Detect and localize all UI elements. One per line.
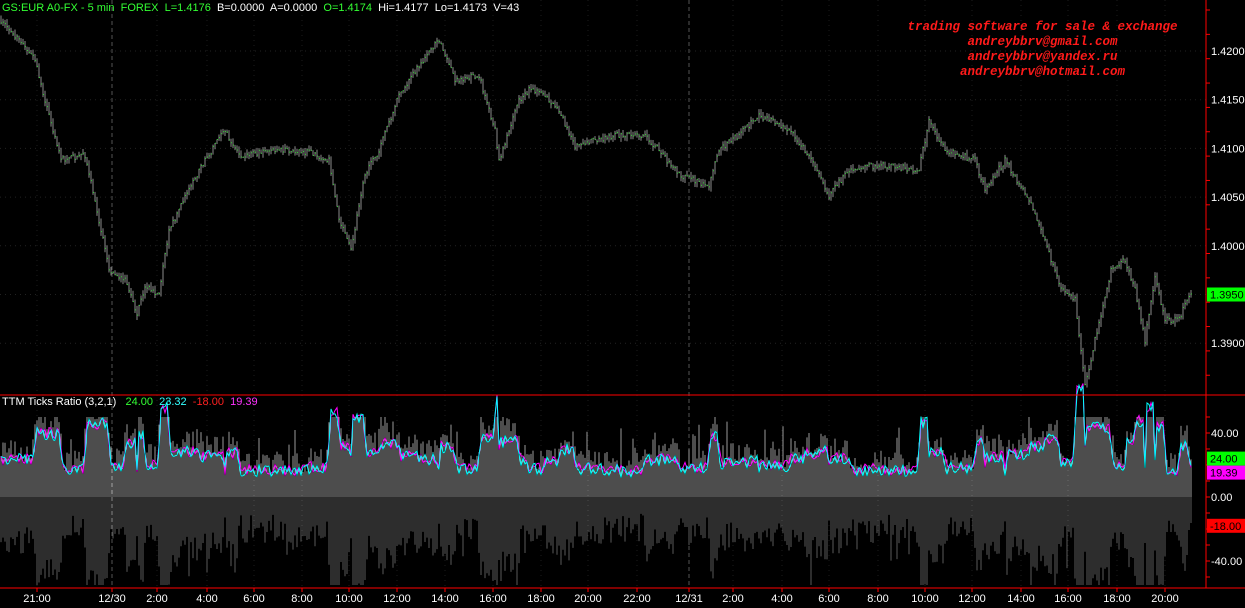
open: O=1.4174 xyxy=(323,2,373,14)
x-tick-label: 12:00 xyxy=(383,593,411,605)
low: Lo=1.4173 xyxy=(434,2,488,14)
indicator-value-badge-label: 19.39 xyxy=(1210,468,1238,480)
x-tick-label: 4:00 xyxy=(196,593,217,605)
chart-header: GS:EUR A0-FX - 5 min FOREX L=1.4176 B=0.… xyxy=(2,2,519,14)
indicator-legend: TTM Ticks Ratio (3,2,1) 24.00 23.32 -18.… xyxy=(2,396,258,408)
y-tick-label: 1.3900 xyxy=(1211,338,1245,350)
x-tick-label: 2:00 xyxy=(146,593,167,605)
last-price-label: 1.3950 xyxy=(1210,290,1244,302)
last-price-badge xyxy=(1207,287,1245,302)
watermark-line: andreybbrv@gmail.com xyxy=(967,35,1118,49)
watermark-line: trading software for sale & exchange xyxy=(907,20,1178,34)
y-tick-label: 1.4150 xyxy=(1211,95,1245,107)
indicator-y-tick-label: 40.00 xyxy=(1211,428,1239,440)
price-bars xyxy=(0,15,1192,388)
indicator-value-2: 23.32 xyxy=(159,396,187,408)
x-tick-label: 6:00 xyxy=(243,593,264,605)
watermark-line: andreybbrv@hotmail.com xyxy=(959,65,1126,79)
indicator-value-badge-label: -18.00 xyxy=(1210,521,1241,533)
volume: V=43 xyxy=(493,2,520,14)
x-tick-label: 12:00 xyxy=(958,593,986,605)
high: Hi=1.4177 xyxy=(378,2,429,14)
bid: B=0.0000 xyxy=(216,2,265,14)
grid xyxy=(0,0,1206,588)
indicator-value-badge xyxy=(1207,465,1245,480)
last: L=1.4176 xyxy=(164,2,211,14)
indicator-y-tick-label: -40.00 xyxy=(1211,556,1242,568)
indicator-value-badge xyxy=(1207,518,1245,533)
indicator-lines xyxy=(0,383,1192,479)
y-tick-label: 1.4000 xyxy=(1211,241,1245,253)
x-tick-label: 22:00 xyxy=(623,593,651,605)
x-tick-label: 20:00 xyxy=(1151,593,1179,605)
x-tick-label: 8:00 xyxy=(291,593,312,605)
x-tick-label: 21:00 xyxy=(23,593,51,605)
x-tick-label: 4:00 xyxy=(771,593,792,605)
x-tick-label: 12/30 xyxy=(98,593,126,605)
indicator-value-badge-label: 24.00 xyxy=(1210,454,1238,466)
x-tick-label: 14:00 xyxy=(1007,593,1035,605)
x-tick-label: 16:00 xyxy=(1054,593,1082,605)
y-tick-label: 1.4200 xyxy=(1211,46,1245,58)
x-tick-label: 20:00 xyxy=(574,593,602,605)
indicator-value-badge xyxy=(1207,451,1245,466)
x-tick-label: 18:00 xyxy=(527,593,555,605)
indicator-value-4: 19.39 xyxy=(230,396,258,408)
indicator-value-3: -18.00 xyxy=(192,396,224,408)
x-tick-label: 10:00 xyxy=(911,593,939,605)
indicator-y-tick-label: 0.00 xyxy=(1211,492,1232,504)
x-tick-label: 14:00 xyxy=(431,593,459,605)
x-tick-label: 10:00 xyxy=(335,593,363,605)
x-tick-label: 2:00 xyxy=(722,593,743,605)
x-tick-label: 18:00 xyxy=(1103,593,1131,605)
x-tick-label: 6:00 xyxy=(818,593,839,605)
x-tick-label: 16:00 xyxy=(479,593,507,605)
symbol: GS:EUR A0-FX - 5 min xyxy=(2,2,115,14)
y-tick-label: 1.4050 xyxy=(1211,192,1245,204)
y-tick-label: 1.4100 xyxy=(1211,143,1245,155)
x-tick-label: 8:00 xyxy=(867,593,888,605)
watermark: trading software for sale & exchange and… xyxy=(880,20,1205,80)
x-tick-label: 12/31 xyxy=(675,593,703,605)
indicator-name: TTM Ticks Ratio (3,2,1) xyxy=(2,396,117,408)
watermark-line: andreybbrv@yandex.ru xyxy=(967,50,1118,64)
ask: A=0.0000 xyxy=(269,2,318,14)
indicator-histogram xyxy=(0,417,1192,585)
indicator-value-1: 24.00 xyxy=(125,396,153,408)
market: FOREX xyxy=(120,2,159,14)
indicator-line-cyan xyxy=(0,383,1192,479)
